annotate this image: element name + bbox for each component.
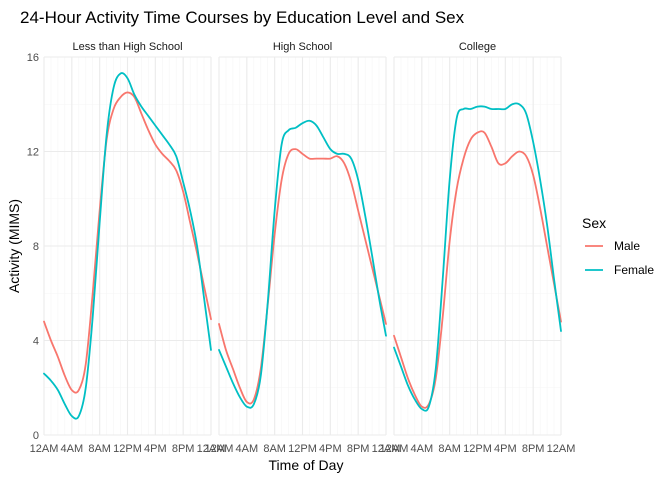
y-tick-label: 4 [33,336,39,348]
facet-label: High School [273,41,332,53]
series-line-female [218,119,387,409]
x-tick-label: 8PM [347,443,370,455]
x-tick-label: 4PM [494,443,517,455]
x-tick-label: 12AM [30,443,59,455]
legend-item-female: Female [585,263,654,277]
y-tick-label: 8 [33,241,39,253]
x-tick-label: 8PM [522,443,545,455]
x-tick-label: 4AM [411,443,434,455]
y-tick-label: 12 [27,147,39,159]
legend-title: Sex [582,215,606,231]
legend: Sex Male Female [582,215,654,277]
facet-label: College [459,41,496,53]
x-tick-label: 4PM [319,443,342,455]
x-tick-label: 12AM [197,443,226,455]
x-tick-label: 12AM [372,443,401,455]
x-tick-label: 4AM [61,443,84,455]
y-tick-label: 16 [27,52,39,64]
x-axis-title: Time of Day [269,457,344,473]
series-line-male [218,148,387,405]
x-tick-label: 8AM [263,443,286,455]
x-tick-label: 12PM [113,443,142,455]
legend-label: Female [614,263,654,277]
series-line-female [43,72,212,420]
series-line-male [43,91,212,394]
x-tick-label: 12PM [463,443,492,455]
y-tick-label: 0 [33,430,39,442]
x-tick-label: 8AM [88,443,111,455]
x-tick-label: 12AM [380,443,409,455]
y-axis: 0 4 8 12 16 [27,52,39,442]
y-axis-title: Activity (MIMS) [6,199,22,293]
x-tick-label: 12AM [205,443,234,455]
legend-item-male: Male [585,239,640,253]
x-tick-label: 8AM [438,443,461,455]
x-tick-label: 8PM [172,443,195,455]
x-tick-label: 4PM [144,443,167,455]
series-line-female [393,102,562,412]
legend-label: Male [614,239,640,253]
facet-label: Less than High School [72,41,182,53]
chart-title: 24-Hour Activity Time Courses by Educati… [20,8,465,27]
x-tick-label: 12AM [547,443,576,455]
series-line-male [393,130,562,409]
x-tick-label: 4AM [236,443,259,455]
x-tick-label: 12PM [288,443,317,455]
